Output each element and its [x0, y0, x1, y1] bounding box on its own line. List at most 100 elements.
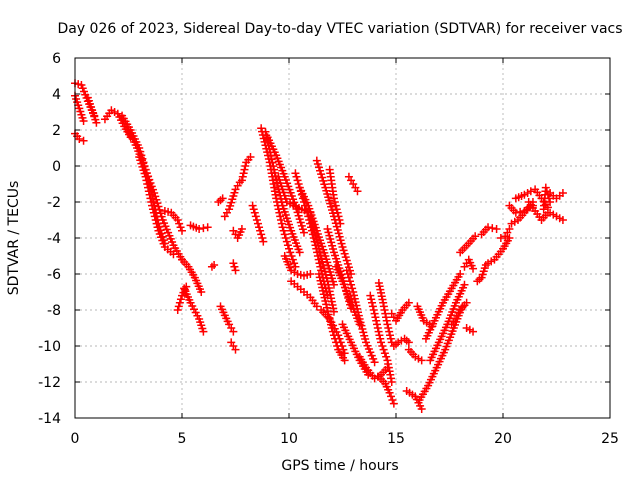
data-point [144, 187, 153, 196]
data-point [370, 358, 379, 367]
data-point [148, 205, 157, 214]
data-point [460, 280, 469, 289]
x-tick-label: 5 [178, 431, 187, 447]
x-tick-label: 25 [601, 431, 619, 447]
data-point [546, 198, 555, 206]
data-point [368, 302, 377, 311]
data-point [456, 270, 465, 278]
data-point [404, 298, 413, 307]
data-point [92, 118, 101, 127]
data-point [229, 327, 238, 336]
data-point [375, 331, 384, 340]
data-point [269, 162, 278, 171]
data-point [378, 342, 387, 350]
data-point [329, 194, 338, 203]
data-point [371, 313, 380, 322]
data-point [558, 189, 567, 197]
data-point [417, 405, 426, 413]
data-point [488, 224, 497, 233]
data-point [248, 201, 257, 210]
data-point [417, 356, 426, 365]
data-point [347, 280, 356, 289]
data-point [369, 306, 378, 314]
data-point [542, 187, 551, 196]
data-point [290, 259, 299, 268]
data-point [299, 228, 308, 237]
data-point [385, 388, 394, 397]
data-point [255, 223, 264, 232]
data-point [195, 225, 204, 233]
data-point [336, 219, 345, 228]
data-point [153, 223, 162, 232]
data-point [257, 124, 266, 133]
data-point [145, 190, 154, 199]
data-point [151, 216, 160, 224]
data-point [277, 219, 286, 228]
data-point [386, 334, 395, 343]
data-point [340, 356, 349, 365]
data-point [230, 262, 239, 271]
data-point [471, 232, 480, 241]
data-point [231, 345, 240, 354]
data-point [276, 216, 285, 224]
data-point [276, 212, 285, 221]
x-tick-label: 20 [494, 431, 512, 447]
data-point [143, 180, 152, 188]
data-point [175, 219, 184, 228]
y-axis-label: SDTVAR / TECUs [6, 181, 22, 296]
data-point [332, 205, 341, 214]
data-point [505, 234, 514, 242]
data-point [328, 327, 337, 336]
data-point [75, 135, 84, 143]
data-point [345, 277, 354, 286]
data-point [149, 208, 158, 217]
data-point [174, 302, 183, 311]
data-point [404, 338, 413, 347]
data-point [79, 117, 88, 125]
data-point [333, 208, 342, 217]
data-point [511, 208, 520, 217]
data-point [199, 327, 208, 336]
data-point [387, 378, 396, 386]
data-point [541, 183, 550, 192]
data-point [249, 205, 258, 214]
data-point [169, 250, 178, 259]
data-point [386, 331, 395, 340]
data-point [387, 392, 396, 401]
data-point [368, 298, 377, 307]
data-point [238, 172, 247, 181]
data-point [253, 219, 262, 228]
data-point [388, 396, 397, 404]
data-point [281, 234, 290, 242]
grid [75, 58, 610, 418]
data-point [331, 334, 340, 343]
data-point [240, 165, 249, 174]
x-tick-labels: 0 5 10 15 20 25 [71, 431, 619, 447]
data-point [199, 224, 208, 233]
data-point [383, 320, 392, 329]
data-point [141, 172, 150, 181]
data-point [312, 302, 321, 311]
y-tick-label: 6 [52, 51, 61, 67]
data-point [288, 255, 297, 264]
data-point [367, 295, 376, 304]
data-point [241, 162, 250, 170]
data-point [335, 216, 344, 224]
data-point [251, 212, 260, 221]
data-point [469, 264, 478, 273]
data-point [176, 223, 185, 232]
data-point [389, 399, 398, 408]
y-tick-label: -12 [38, 375, 61, 391]
data-point [292, 172, 301, 181]
data-point [306, 270, 315, 278]
data-point [294, 180, 303, 188]
data-point [342, 266, 351, 275]
y-tick-label: -10 [38, 339, 61, 355]
data-point [256, 226, 265, 235]
data-point [333, 342, 342, 350]
data-point [370, 309, 379, 318]
data-point [275, 208, 284, 217]
data-point [343, 270, 352, 278]
data-point [237, 225, 246, 233]
